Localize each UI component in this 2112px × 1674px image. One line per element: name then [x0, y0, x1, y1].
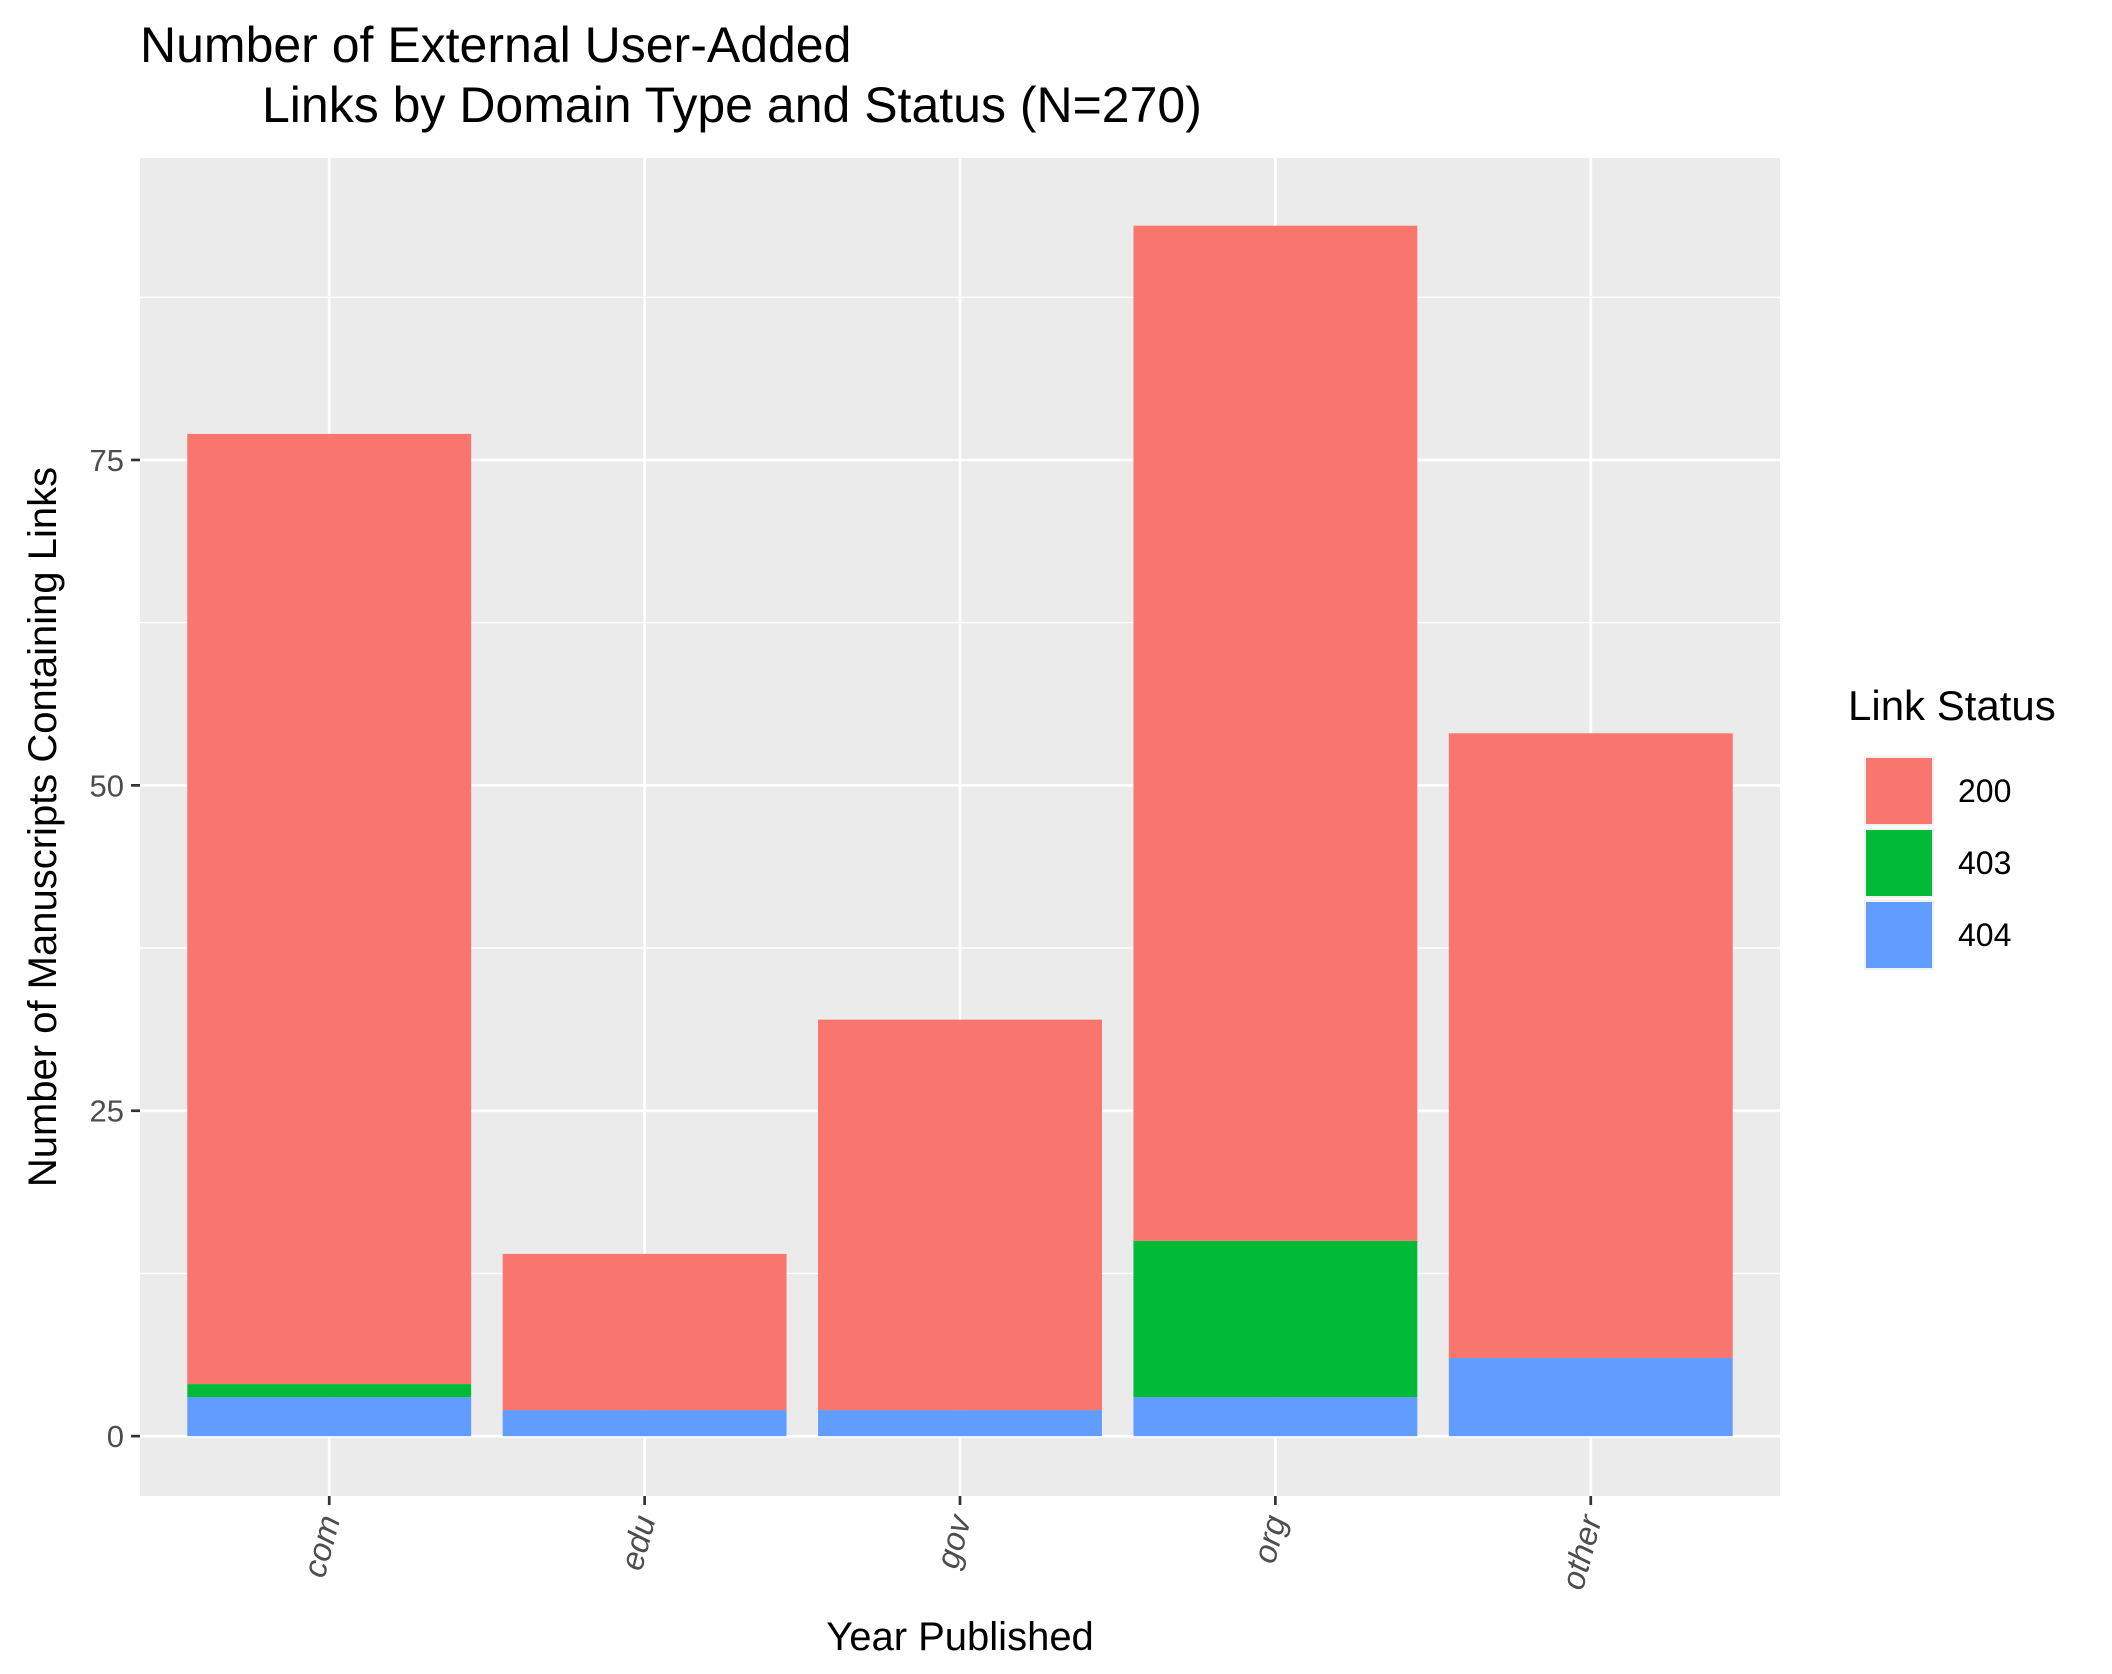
bar-com-404: [187, 1397, 472, 1437]
legend-key-200: [1866, 758, 1932, 824]
legend-title: Link Status: [1848, 682, 2056, 729]
x-tick-label: edu: [613, 1511, 663, 1574]
legend-key-404: [1866, 902, 1932, 968]
bar-com-403: [187, 1384, 472, 1398]
y-tick-label: 50: [90, 768, 124, 803]
legend-label-200: 200: [1958, 773, 2011, 809]
x-axis-title: Year Published: [826, 1615, 1094, 1659]
chart-title-line-1: Number of External User-Added: [140, 17, 851, 73]
y-tick-label: 25: [90, 1094, 124, 1129]
bar-edu-404: [502, 1410, 787, 1437]
bar-gov-404: [818, 1410, 1102, 1437]
legend-key-403: [1866, 830, 1932, 896]
legend-label-404: 404: [1958, 917, 2011, 953]
x-tick-label: gov: [928, 1509, 978, 1572]
y-tick-label: 0: [107, 1419, 124, 1454]
bar-other-404: [1448, 1358, 1733, 1437]
bar-edu-200: [502, 1253, 787, 1411]
y-axis-title: Number of Manuscripts Containing Links: [21, 467, 65, 1187]
x-tick-label: other: [1553, 1509, 1609, 1593]
bar-org-200: [1133, 225, 1418, 1241]
chart-title-line-2: Links by Domain Type and Status (N=270): [262, 77, 1202, 133]
bar-other-200: [1448, 733, 1733, 1359]
x-tick-label: com: [295, 1511, 347, 1581]
bar-org-403: [1133, 1240, 1418, 1398]
legend: Link Status 200 403 404: [1848, 682, 2056, 970]
bar-com-200: [187, 433, 472, 1385]
bars: [187, 225, 1733, 1437]
x-axis-ticks: com edu gov org other: [295, 1496, 1609, 1593]
y-tick-label: 75: [90, 443, 124, 478]
legend-label-403: 403: [1958, 845, 2011, 881]
x-tick-label: org: [1245, 1511, 1293, 1567]
bar-gov-200: [818, 1019, 1102, 1411]
bar-org-404: [1133, 1397, 1418, 1437]
y-axis-ticks: 0 25 50 75: [90, 443, 140, 1454]
